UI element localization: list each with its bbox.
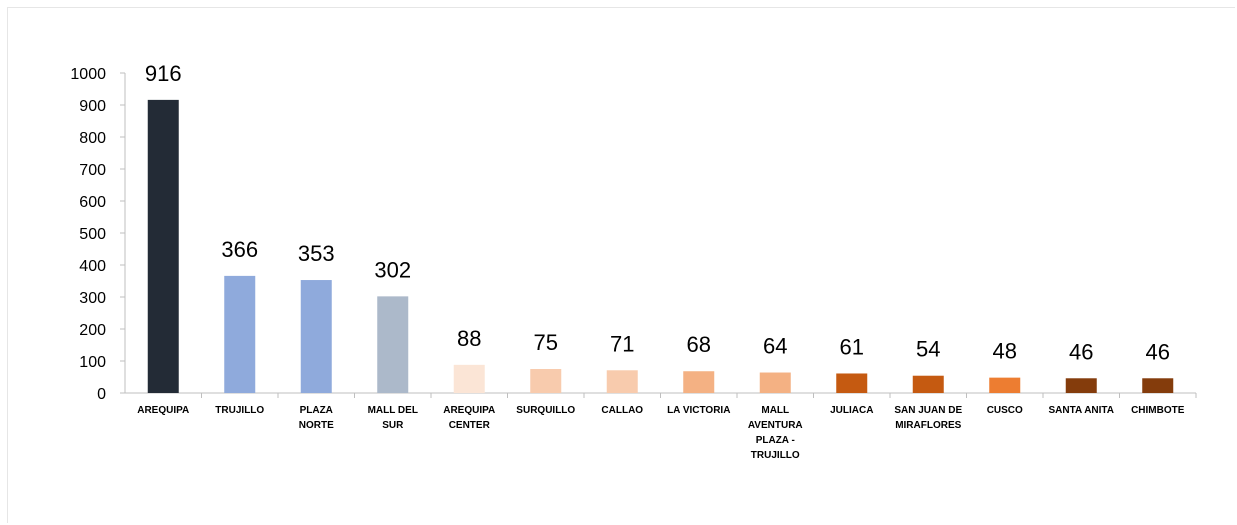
- category-label: CUSCO: [987, 405, 1023, 416]
- y-tick-label: 0: [97, 386, 106, 403]
- category-label: LA VICTORIA: [667, 405, 730, 416]
- bar: [759, 372, 791, 393]
- y-tick-label: 600: [79, 194, 106, 211]
- bar: [453, 364, 485, 393]
- category-label: AREQUIPA: [443, 405, 495, 416]
- category-label: MALL DEL: [368, 405, 418, 416]
- bar: [989, 377, 1021, 393]
- y-tick-label: 200: [79, 322, 106, 339]
- category-label: SANTA ANITA: [1048, 405, 1114, 416]
- bar: [912, 375, 944, 393]
- bar: [606, 370, 638, 393]
- bar: [300, 280, 332, 393]
- data-label: 46: [1069, 339, 1093, 364]
- y-tick-label: 700: [79, 162, 106, 179]
- bar: [147, 99, 179, 393]
- data-label: 88: [457, 326, 481, 351]
- category-label: JULIACA: [830, 405, 873, 416]
- category-label: MIRAFLORES: [895, 420, 961, 431]
- y-tick-label: 400: [79, 258, 106, 275]
- category-label: PLAZA: [300, 405, 333, 416]
- category-label: CALLAO: [601, 405, 643, 416]
- category-label: NORTE: [299, 420, 334, 431]
- chart-frame: [7, 7, 1235, 523]
- data-label: 75: [534, 330, 558, 355]
- category-label: CHIMBOTE: [1131, 405, 1185, 416]
- category-label: TRUJILLO: [215, 405, 264, 416]
- y-tick-label: 500: [79, 226, 106, 243]
- category-label: SURQUILLO: [516, 405, 575, 416]
- category-label: PLAZA -: [756, 435, 795, 446]
- category-label: SAN JUAN DE: [894, 405, 962, 416]
- bar: [224, 275, 256, 393]
- bar: [836, 373, 868, 393]
- bar: [530, 369, 562, 393]
- data-label: 64: [763, 334, 787, 359]
- y-tick-label: 900: [79, 98, 106, 115]
- data-label: 71: [610, 331, 634, 356]
- y-tick-label: 1000: [70, 66, 106, 83]
- category-label: CENTER: [449, 420, 491, 431]
- category-label: AVENTURA: [748, 420, 803, 431]
- y-tick-label: 800: [79, 130, 106, 147]
- data-label: 54: [916, 337, 940, 362]
- category-label: SUR: [382, 420, 404, 431]
- data-label: 68: [687, 332, 711, 357]
- bar: [1142, 378, 1174, 393]
- bar: [1065, 378, 1097, 393]
- category-label: MALL: [761, 405, 789, 416]
- data-label: 353: [298, 241, 335, 266]
- category-label: AREQUIPA: [137, 405, 189, 416]
- data-label: 48: [993, 339, 1017, 364]
- y-tick-label: 300: [79, 290, 106, 307]
- bar: [377, 296, 409, 393]
- category-label: TRUJILLO: [751, 450, 800, 461]
- data-label: 366: [221, 237, 258, 262]
- bar: [683, 371, 715, 393]
- data-label: 61: [840, 334, 864, 359]
- data-label: 46: [1146, 339, 1170, 364]
- data-label: 916: [145, 61, 182, 86]
- data-label: 302: [374, 257, 411, 282]
- y-tick-label: 100: [79, 354, 106, 371]
